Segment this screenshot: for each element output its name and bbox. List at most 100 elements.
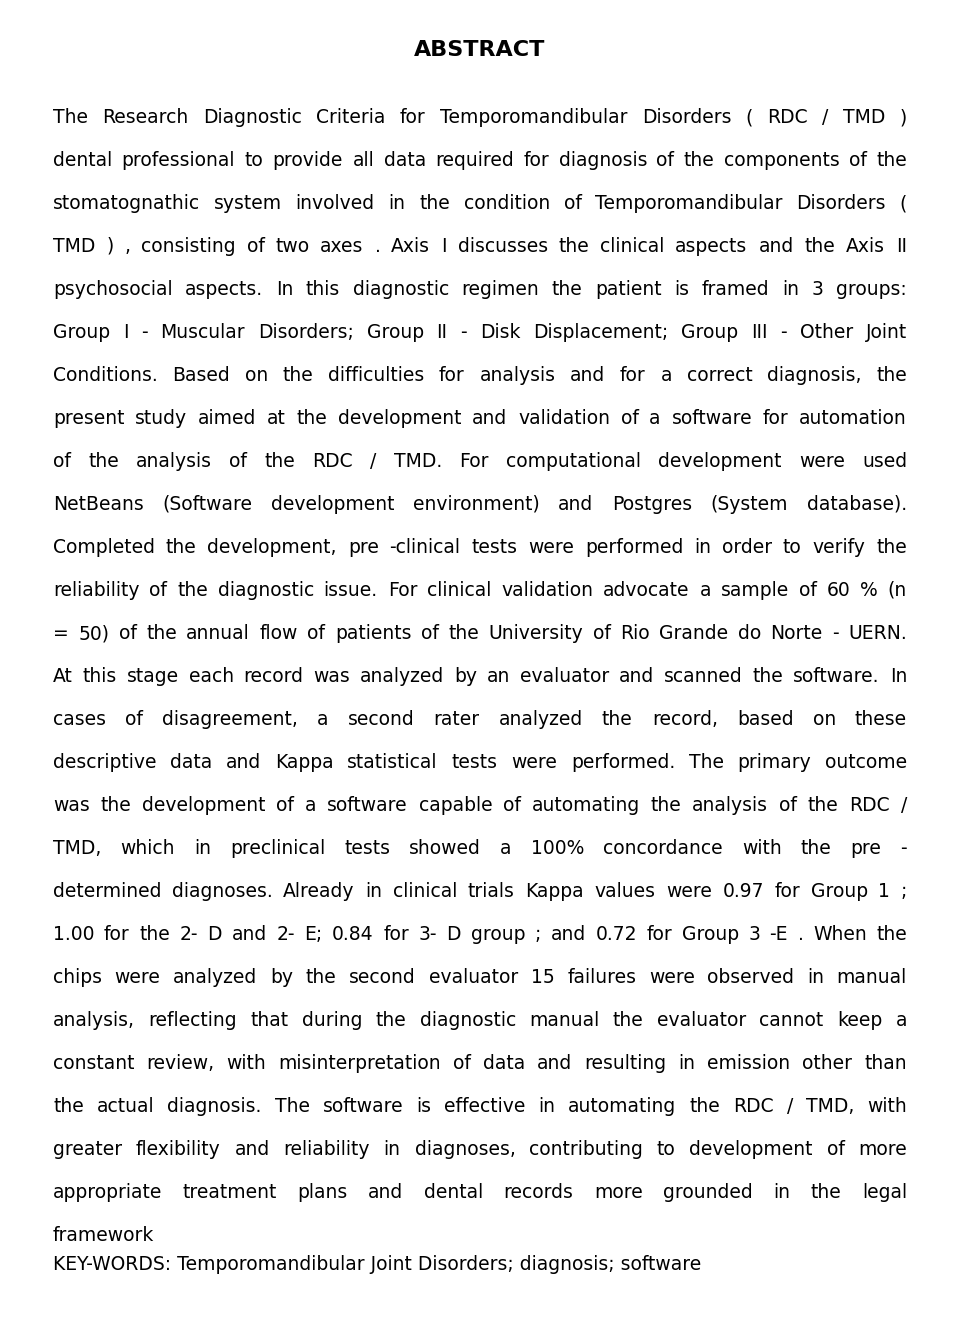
Text: by: by <box>454 667 477 686</box>
Text: psychosocial: psychosocial <box>53 280 173 299</box>
Text: aspects.: aspects. <box>185 280 263 299</box>
Text: of: of <box>849 152 867 170</box>
Text: development: development <box>271 494 395 514</box>
Text: evaluator: evaluator <box>657 1011 746 1030</box>
Text: for: for <box>775 882 800 901</box>
Text: the: the <box>264 452 295 470</box>
Text: ABSTRACT: ABSTRACT <box>415 40 545 60</box>
Text: the: the <box>306 968 337 987</box>
Text: of: of <box>247 237 265 256</box>
Text: diagnostic: diagnostic <box>352 280 449 299</box>
Text: sample: sample <box>721 581 789 599</box>
Text: were: were <box>799 452 845 470</box>
Text: at: at <box>267 409 286 428</box>
Text: For: For <box>388 581 418 599</box>
Text: the: the <box>753 667 783 686</box>
Text: keep: keep <box>837 1011 882 1030</box>
Text: an: an <box>487 667 511 686</box>
Text: than: than <box>864 1054 907 1073</box>
Text: At: At <box>53 667 73 686</box>
Text: the: the <box>876 925 907 944</box>
Text: the: the <box>101 796 132 815</box>
Text: these: these <box>854 710 907 730</box>
Text: of: of <box>229 452 247 470</box>
Text: in: in <box>366 882 382 901</box>
Text: 3-: 3- <box>419 925 437 944</box>
Text: /: / <box>823 108 828 128</box>
Text: patients: patients <box>335 625 411 643</box>
Text: development: development <box>142 796 266 815</box>
Text: performed.: performed. <box>571 754 675 772</box>
Text: were: were <box>512 754 557 772</box>
Text: tests: tests <box>345 839 391 859</box>
Text: used: used <box>862 452 907 470</box>
Text: and: and <box>231 925 267 944</box>
Text: Norte: Norte <box>771 625 823 643</box>
Text: statistical: statistical <box>348 754 438 772</box>
Text: .: . <box>798 925 804 944</box>
Text: environment): environment) <box>413 494 540 514</box>
Text: order: order <box>722 538 772 557</box>
Text: analysis: analysis <box>692 796 768 815</box>
Text: during: during <box>301 1011 362 1030</box>
Text: was: was <box>313 667 350 686</box>
Text: framework: framework <box>53 1225 155 1245</box>
Text: difficulties: difficulties <box>328 365 424 385</box>
Text: the: the <box>801 839 831 859</box>
Text: aimed: aimed <box>198 409 256 428</box>
Text: tests: tests <box>451 754 497 772</box>
Text: The: The <box>53 108 88 128</box>
Text: UERN.: UERN. <box>849 625 907 643</box>
Text: with: with <box>742 839 781 859</box>
Text: and: and <box>227 754 261 772</box>
Text: appropriate: appropriate <box>53 1183 162 1201</box>
Text: stomatognathic: stomatognathic <box>53 194 200 213</box>
Text: the: the <box>612 1011 643 1030</box>
Text: this: this <box>306 280 340 299</box>
Text: other: other <box>803 1054 852 1073</box>
Text: of: of <box>592 625 611 643</box>
Text: evaluator: evaluator <box>520 667 610 686</box>
Text: in: in <box>782 280 800 299</box>
Text: Disk: Disk <box>480 323 520 342</box>
Text: -E: -E <box>770 925 788 944</box>
Text: a: a <box>896 1011 907 1030</box>
Text: more: more <box>858 1140 907 1159</box>
Text: analyzed: analyzed <box>498 710 583 730</box>
Text: RDC: RDC <box>312 452 353 470</box>
Text: for: for <box>439 365 465 385</box>
Text: required: required <box>435 152 514 170</box>
Text: emission: emission <box>708 1054 790 1073</box>
Text: manual: manual <box>529 1011 599 1030</box>
Text: in: in <box>384 1140 400 1159</box>
Text: and: and <box>472 409 508 428</box>
Text: capable: capable <box>419 796 492 815</box>
Text: 15: 15 <box>531 968 555 987</box>
Text: on: on <box>812 710 836 730</box>
Text: ;: ; <box>900 882 907 901</box>
Text: outcome: outcome <box>825 754 907 772</box>
Text: /: / <box>786 1096 793 1116</box>
Text: dental: dental <box>53 152 112 170</box>
Text: Kappa: Kappa <box>276 754 334 772</box>
Text: record,: record, <box>652 710 718 730</box>
Text: in: in <box>679 1054 695 1073</box>
Text: in: in <box>539 1096 555 1116</box>
Text: Group: Group <box>810 882 868 901</box>
Text: resulting: resulting <box>585 1054 666 1073</box>
Text: 2-: 2- <box>276 925 295 944</box>
Text: ): ) <box>900 108 907 128</box>
Text: the: the <box>876 365 907 385</box>
Text: I: I <box>442 237 446 256</box>
Text: a: a <box>649 409 660 428</box>
Text: Temporomandibular: Temporomandibular <box>595 194 782 213</box>
Text: ;: ; <box>535 925 541 944</box>
Text: KEY-WORDS: Temporomandibular Joint Disorders; diagnosis; software: KEY-WORDS: Temporomandibular Joint Disor… <box>53 1255 701 1275</box>
Text: the: the <box>651 796 682 815</box>
Text: plans: plans <box>298 1183 348 1201</box>
Text: I: I <box>123 323 129 342</box>
Text: the: the <box>552 280 583 299</box>
Text: TMD,: TMD, <box>53 839 102 859</box>
Text: for: for <box>620 365 646 385</box>
Text: Group: Group <box>367 323 423 342</box>
